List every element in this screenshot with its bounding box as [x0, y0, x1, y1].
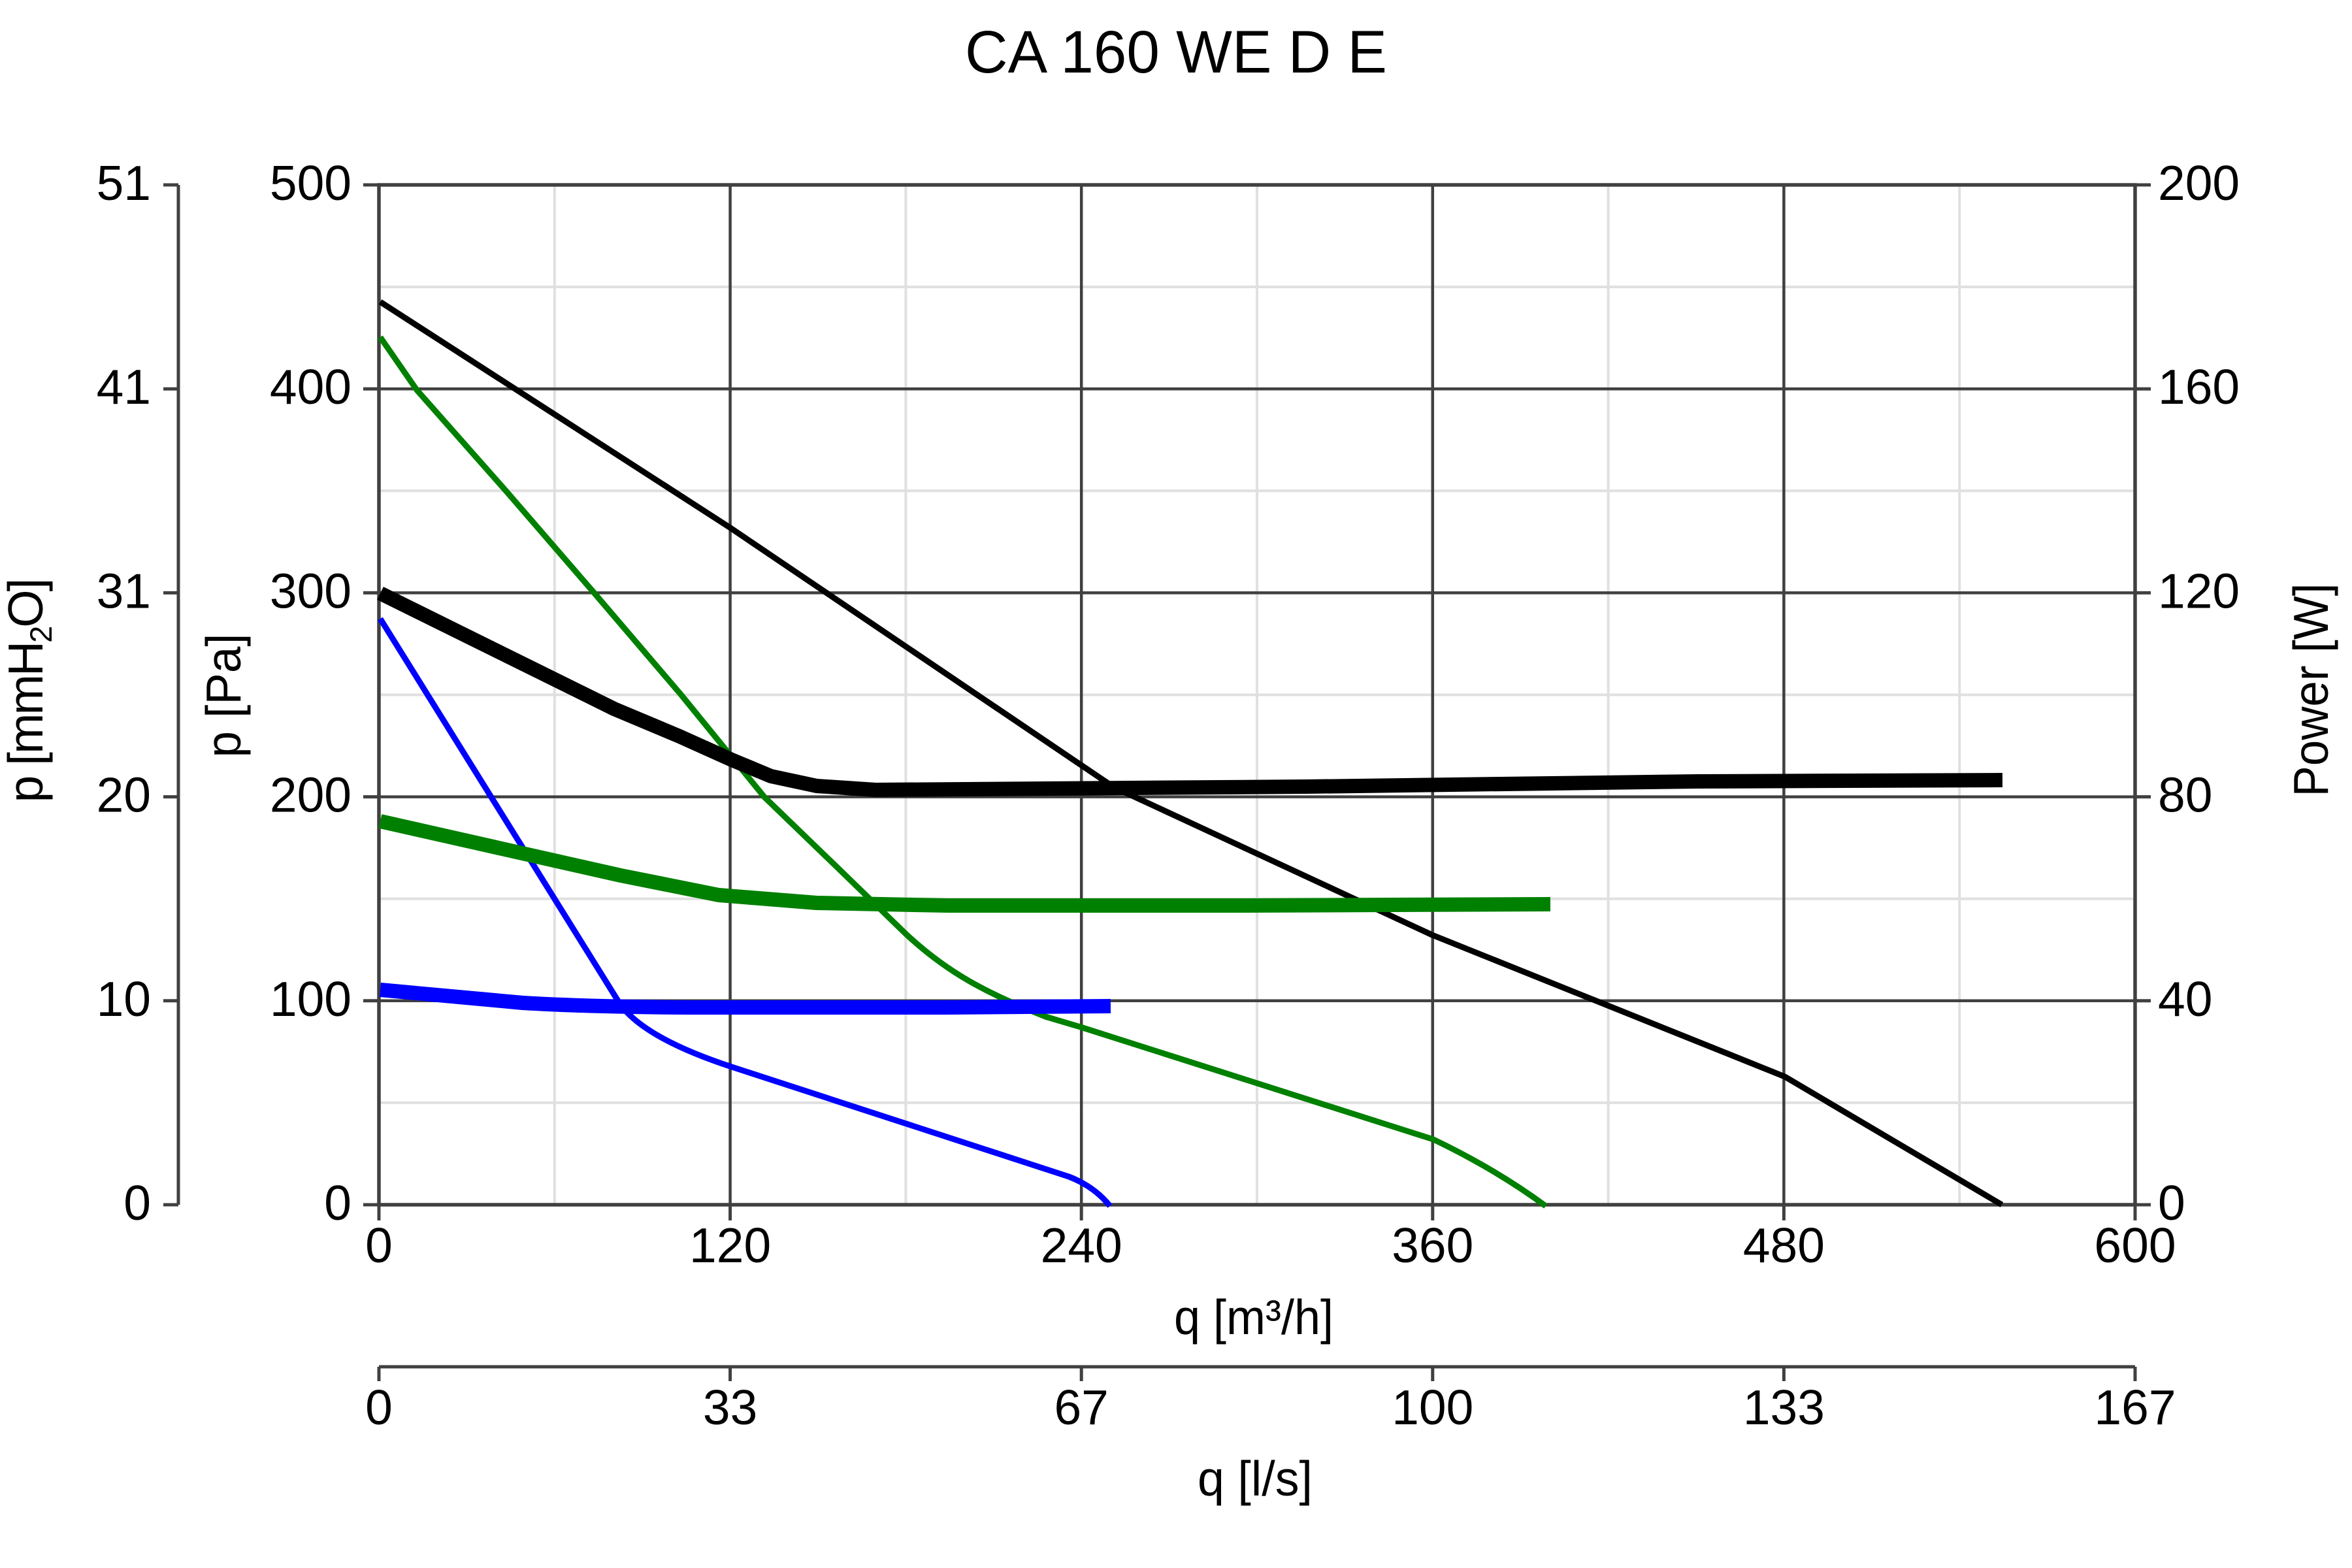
- svg-text:p [Pa]: p [Pa]: [196, 634, 251, 758]
- svg-text:41: 41: [97, 359, 151, 414]
- svg-text:31: 31: [97, 563, 151, 618]
- svg-text:CA 160 WE D E: CA 160 WE D E: [965, 19, 1387, 86]
- svg-text:10: 10: [97, 972, 151, 1026]
- svg-text:600: 600: [2094, 1218, 2176, 1273]
- svg-text:240: 240: [1041, 1218, 1122, 1273]
- svg-text:33: 33: [703, 1380, 757, 1435]
- svg-text:0: 0: [324, 1175, 351, 1230]
- svg-text:480: 480: [1743, 1218, 1825, 1273]
- svg-text:p [mmH2O]: p [mmH2O]: [0, 580, 58, 803]
- svg-text:360: 360: [1392, 1218, 1473, 1273]
- svg-text:0: 0: [365, 1380, 393, 1435]
- svg-text:0: 0: [123, 1175, 151, 1230]
- svg-text:0: 0: [365, 1218, 393, 1273]
- svg-text:167: 167: [2094, 1380, 2176, 1435]
- svg-text:40: 40: [2158, 972, 2212, 1026]
- svg-text:51: 51: [97, 155, 151, 210]
- svg-text:200: 200: [2158, 155, 2240, 210]
- svg-text:100: 100: [1392, 1380, 1473, 1435]
- svg-text:500: 500: [270, 155, 351, 210]
- svg-text:20: 20: [97, 768, 151, 823]
- svg-text:67: 67: [1054, 1380, 1108, 1435]
- svg-text:80: 80: [2158, 768, 2212, 823]
- svg-text:120: 120: [2158, 563, 2240, 618]
- svg-text:q [l/s]: q [l/s]: [1198, 1451, 1313, 1506]
- svg-text:100: 100: [270, 972, 351, 1026]
- svg-text:200: 200: [270, 768, 351, 823]
- svg-text:300: 300: [270, 563, 351, 618]
- svg-text:120: 120: [689, 1218, 771, 1273]
- svg-text:0: 0: [2158, 1175, 2185, 1230]
- svg-text:400: 400: [270, 359, 351, 414]
- svg-text:Power [W]: Power [W]: [2283, 583, 2338, 797]
- svg-text:q [m³/h]: q [m³/h]: [1174, 1290, 1333, 1345]
- svg-text:133: 133: [1743, 1380, 1825, 1435]
- svg-text:160: 160: [2158, 359, 2240, 414]
